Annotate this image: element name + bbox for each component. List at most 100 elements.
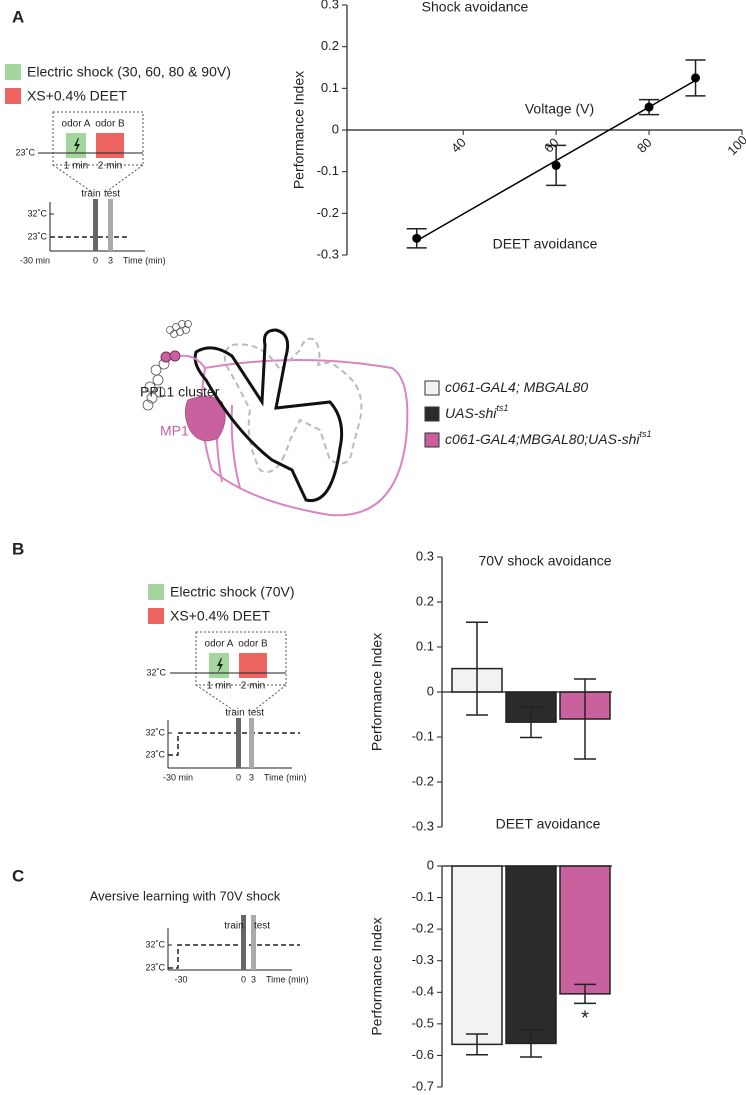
legend-text: XS+0.4% DEET [27,88,127,104]
annotation: DEET avoidance [496,816,601,832]
y-tick-label: -0.1 [412,889,434,904]
y-tick-label: -0.3 [317,246,339,261]
odor-b [239,653,267,678]
temp-label: 23˚C [145,749,165,759]
legend-name: UAS-shi [445,405,497,421]
legend-text: Electric shock (70V) [170,584,294,600]
panel-label: A [12,7,24,26]
legend-swatch [148,608,164,624]
x-axis-label: Voltage (V) [525,101,594,117]
mushroom-body [193,328,344,503]
y-tick-label: -0.4 [412,984,434,999]
y-tick-label: 0.2 [321,38,339,53]
legend-swatch [5,88,21,104]
y-tick-label: -0.6 [412,1047,434,1062]
mp1-cell [160,351,172,363]
shock-icon [217,658,223,673]
time-axis-label: Time (min) [264,772,307,782]
bar [559,865,611,995]
time-axis-label: Time (min) [123,255,166,265]
legend-swatch [424,380,440,396]
time-tick-label: 0 [236,772,241,782]
legend-name: c061-GAL4;MBGAL80;UAS-shi [445,431,640,447]
time-tick-label: -30 min [20,255,50,265]
y-tick-label: -0.2 [412,773,434,788]
legend-text: UAS-shits1 [445,403,508,420]
y-tick-label: 0.1 [321,80,339,95]
time-axis-label: Time (min) [266,974,309,984]
temperature-trace [168,944,300,969]
y-tick-label: -0.2 [317,205,339,220]
y-tick-label: -0.3 [412,818,434,833]
zoom-lines [195,684,287,713]
test-label: test [248,708,264,719]
calyx-dashed [223,337,363,473]
mp1-cell [169,350,181,362]
legend-text: c061-GAL4;MBGAL80;UAS-shits1 [445,429,652,446]
odor-label: odor B [95,119,125,130]
x-tick-label: 40 [448,135,469,156]
odor-label: odor A [205,639,234,650]
bar [451,865,503,1046]
y-tick-label: -0.1 [317,163,339,178]
panel-label: B [12,539,24,558]
brain-outline [200,359,409,517]
duration-label: 2 min [98,161,122,172]
y-tick-label: 0 [427,683,434,698]
temperature-trace [168,732,300,756]
duration-label: 1 min [207,681,231,692]
test-bar [251,915,256,970]
time-tick-label: 0 [93,255,98,265]
y-tick-label: -0.1 [412,728,434,743]
odor-label: odor A [62,119,91,130]
legend-superscript: ts1 [640,429,652,439]
y-tick-label: 0 [332,121,339,136]
shock-icon [74,138,80,153]
data-point [412,233,422,243]
test-label: test [104,189,120,200]
legend-swatch [5,64,21,80]
protocol-title: Aversive learning with 70V shock [90,888,281,903]
bar [505,865,557,1045]
y-tick-label: 0.2 [416,593,434,608]
brain-diagram: PPL1 cluster MP1 [140,320,409,517]
train-bar [241,915,246,970]
legend-text: Electric shock (30, 60, 80 & 90V) [27,64,231,80]
time-tick-label: 3 [249,772,254,782]
y-axis-label: Performance Index [369,917,385,1035]
legend-swatch [424,406,440,422]
y-axis-label: Performance Index [369,633,385,751]
mp1-blob [184,396,226,442]
test-bar [108,199,113,251]
y-tick-label: -0.7 [412,1078,434,1093]
annotation: DEET avoidance [493,236,598,252]
y-tick-label: 0.3 [321,0,339,11]
odor-box [195,631,287,686]
temp-label: 23˚C [15,147,35,157]
temp-label: 32˚C [145,727,165,737]
time-tick-label: 3 [251,974,256,984]
significance-marker: * [581,1008,589,1030]
cell-cluster [142,320,192,411]
temp-label: 32˚C [145,939,165,949]
y-tick-label: 0 [427,857,434,872]
legend-superscript: ts1 [496,403,508,413]
temp-label: 32˚C [146,667,166,677]
data-point [551,160,561,170]
odor-box [52,111,144,166]
neuron-label: MP1 [160,423,189,439]
data-point [691,73,701,83]
y-tick-label: 0.3 [416,548,434,563]
y-tick-label: -0.2 [412,921,434,936]
train-bar [93,199,98,251]
cluster-label: PPL1 cluster [140,384,220,400]
y-tick-label: -0.5 [412,1015,434,1030]
data-point [644,102,654,112]
time-tick-label: 0 [241,974,246,984]
odor-b [96,133,124,158]
x-tick-label: 80 [634,135,655,156]
temp-label: 32˚C [27,208,47,218]
duration-label: 1 min [64,161,88,172]
legend-name: c061-GAL4; MBGAL80 [445,379,588,395]
train-label: train [224,921,243,932]
